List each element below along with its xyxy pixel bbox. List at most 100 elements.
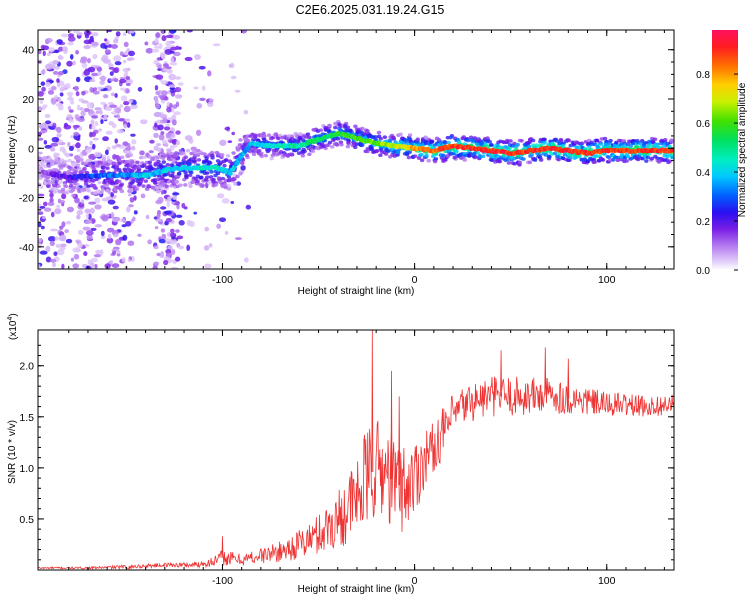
- spectrogram-noise-cell: [103, 114, 108, 121]
- spectrogram-noise-cell: [61, 221, 66, 228]
- spectrogram-noise-cell: [38, 243, 42, 249]
- spectrogram-noise-cell: [77, 242, 83, 249]
- spectrogram-noise-cell: [196, 103, 203, 109]
- spectrogram-halo-cell: [472, 151, 478, 156]
- spectrogram-noise-cell: [140, 193, 146, 199]
- spectrogram-halo-cell: [147, 160, 153, 165]
- spectrogram-noise-cell: [130, 145, 136, 151]
- spectrogram-noise-cell: [165, 217, 173, 223]
- spectrogram-noise-cell: [194, 54, 201, 60]
- spectrogram-noise-cell: [164, 49, 173, 55]
- spectrogram-noise-cell: [124, 118, 131, 122]
- spectrogram-noise-cell: [58, 200, 66, 204]
- spectrogram-noise-cell: [110, 192, 114, 198]
- spectrogram-noise-cell: [39, 205, 46, 209]
- colorbar-tick-label: 0.0: [696, 266, 710, 277]
- spectrogram-noise-cell: [65, 220, 72, 225]
- spectrogram-noise-cell: [169, 61, 178, 66]
- spectrogram-halo-cell: [82, 166, 87, 171]
- snr-ytick-label: 1.5: [19, 412, 34, 424]
- spectrogram-halo-cell: [454, 149, 459, 154]
- spectrogram-halo-cell: [183, 170, 188, 175]
- spectrogram-noise-cell: [158, 94, 162, 98]
- spectrogram-noise-cell: [165, 40, 172, 47]
- spectrogram-noise-cell: [164, 143, 169, 148]
- spectrogram-noise-cell: [122, 234, 128, 241]
- spectrogram-noise-cell: [76, 214, 81, 220]
- spectrogram-ridge-cell: [227, 171, 233, 176]
- spectrogram-noise-cell: [156, 119, 161, 125]
- spectrogram-noise-cell: [104, 149, 109, 156]
- spectrogram-halo-cell: [406, 155, 412, 160]
- colorbar-gradient: [712, 30, 738, 270]
- spectrogram-noise-cell: [43, 207, 52, 212]
- spectrogram-noise-cell: [219, 217, 227, 223]
- spectrogram-noise-cell: [186, 244, 191, 252]
- spectrogram-halo-cell: [76, 166, 82, 171]
- spectrogram-noise-cell: [80, 199, 85, 204]
- spectrogram-halo-cell: [373, 135, 378, 139]
- spectrogram-noise-cell: [39, 129, 48, 133]
- spectrogram-noise-cell: [85, 230, 94, 236]
- spectrogram-noise-cell: [83, 251, 88, 257]
- spectrogram-halo-cell: [378, 153, 383, 158]
- spectrogram-noise-cell: [224, 231, 229, 235]
- snr-multiplier: (x104): [7, 313, 19, 340]
- spectrogram-halo-cell: [225, 154, 231, 158]
- spectrogram-noise-cell: [87, 66, 96, 73]
- spectrogram-noise-cell: [127, 259, 131, 262]
- spectrogram-noise-cell: [70, 135, 75, 139]
- spectrogram-halo-cell: [266, 133, 272, 138]
- spectrogram-noise-cell: [230, 75, 237, 80]
- spectrogram-noise-cell: [67, 105, 72, 111]
- spectrogram-halo-cell: [100, 185, 105, 189]
- spectrogram-noise-cell: [87, 57, 91, 64]
- spectrogram-halo-cell: [298, 132, 303, 136]
- spectrogram-halo-cell: [44, 159, 49, 164]
- spectrogram-noise-cell: [108, 78, 115, 82]
- spectrogram-halo-cell: [462, 158, 467, 162]
- spectrogram-halo-cell: [644, 159, 649, 163]
- spectrogram-ytick-label: -20: [19, 193, 34, 205]
- spectrogram-halo-cell: [415, 137, 421, 142]
- snr-frame: [37, 329, 675, 571]
- spectrogram-noise-cell: [38, 203, 42, 207]
- spectrogram-noise-cell: [45, 81, 51, 87]
- spectrogram-noise-cell: [64, 229, 69, 234]
- spectrogram-halo-cell: [152, 178, 158, 182]
- spectrogram-noise-cell: [166, 201, 171, 208]
- snr-xtick-label: 0: [412, 575, 418, 587]
- spectrogram-halo-cell: [333, 125, 338, 130]
- spectrogram-halo-cell: [602, 136, 608, 141]
- spectrogram-noise-cell: [50, 228, 58, 232]
- spectrogram-noise-cell: [139, 119, 148, 125]
- spectrogram-halo-cell: [60, 187, 66, 192]
- spectrogram-noise-cell: [45, 120, 51, 125]
- spectrogram-noise-cell: [114, 61, 122, 66]
- spectrogram-halo-cell: [407, 150, 412, 154]
- spectrogram-halo-cell: [261, 131, 266, 136]
- spectrogram-noise-cell: [89, 262, 95, 267]
- spectrogram-noise-cell: [68, 145, 74, 151]
- spectrogram-noise-cell: [128, 50, 136, 57]
- spectrogram-halo-cell: [594, 138, 600, 143]
- spectrogram-noise-cell: [156, 213, 161, 219]
- spectrogram-halo-cell: [178, 183, 183, 187]
- spectrogram-halo-cell: [554, 139, 560, 143]
- spectrogram-noise-cell: [85, 212, 89, 220]
- spectrogram-halo-cell: [519, 139, 524, 143]
- spectrogram-noise-cell: [169, 50, 175, 54]
- spectrogram-halo-cell: [169, 163, 174, 167]
- spectrogram-noise-cell: [38, 151, 43, 155]
- spectrogram-noise-cell: [164, 210, 172, 215]
- spectrogram-noise-cell: [119, 87, 128, 91]
- spectrogram-halo-cell: [463, 153, 468, 158]
- spectrogram-halo-cell: [649, 156, 655, 161]
- spectrogram-halo-cell: [126, 154, 131, 159]
- spectrogram-halo-cell: [164, 184, 170, 189]
- spectrogram-halo-cell: [91, 166, 96, 171]
- spectrogram-noise-cell: [40, 225, 45, 230]
- spectrogram-halo-cell: [71, 193, 76, 198]
- spectrogram-noise-cell: [95, 110, 101, 114]
- spectrogram-halo-cell: [296, 151, 302, 155]
